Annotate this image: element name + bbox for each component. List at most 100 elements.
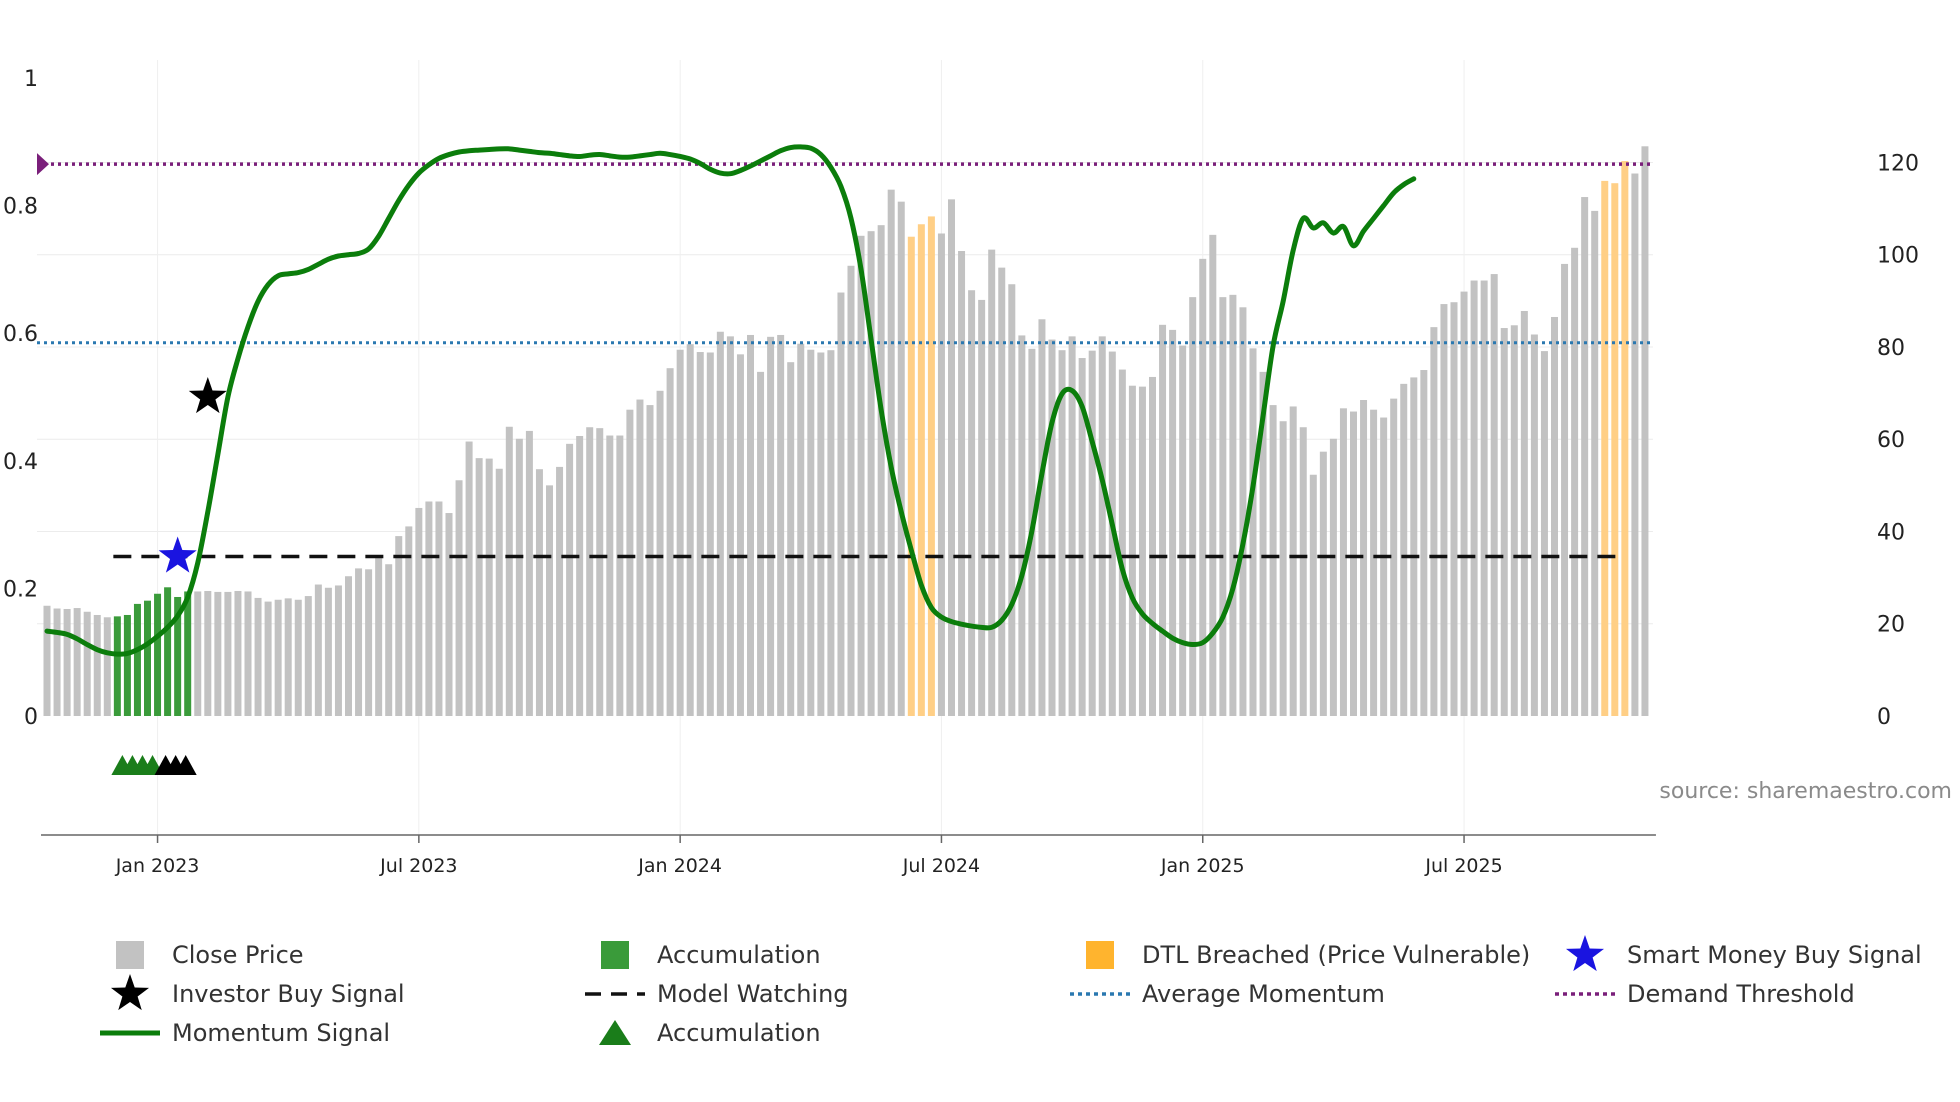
close-price-bar [395,536,403,716]
close-price-bar [747,334,754,716]
close-price-bar [736,354,744,716]
close-price-bar [1319,451,1327,716]
y-right-tick-label: 120 [1877,151,1919,176]
close-price-bar [465,441,473,716]
dtl-breached-bar [1601,180,1609,717]
accumulation-bar [123,614,131,716]
price-bars [43,146,1649,717]
close-price-bar [1179,345,1187,716]
legend-label: Momentum Signal [172,1019,390,1047]
y-right-tick-label: 100 [1877,244,1919,269]
close-price-bar [1008,284,1016,716]
demand-threshold-marker [37,153,49,176]
legend-label: Investor Buy Signal [172,980,405,1008]
close-price-bar [525,430,533,716]
close-price-bar [1279,421,1287,716]
close-price-bar [1500,328,1508,716]
y-right-tick-label: 60 [1877,428,1905,453]
close-price-bar [1038,319,1046,716]
close-price-bar [445,513,453,716]
close-price-bar [1339,408,1347,716]
close-price-bar [1380,417,1388,716]
dtl-breached-bar [1621,161,1629,717]
close-price-bar [626,409,634,716]
signal-markers [111,377,227,775]
close-price-bar [1450,302,1458,716]
close-price-bar [73,608,81,716]
close-price-bar [1199,258,1207,716]
close-price-bar [194,591,202,716]
close-price-bar [274,599,282,716]
close-price-bar [1159,324,1167,716]
close-price-bar [968,290,976,716]
legend-label: Smart Money Buy Signal [1627,941,1922,969]
accumulation-bar [184,591,192,716]
close-price-bar [314,584,322,716]
y-left-tick-label: 0.6 [3,322,38,347]
close-price-bar [1360,400,1368,716]
legend-label: Demand Threshold [1627,980,1855,1008]
legend-investor-star [110,974,150,1011]
investor-buy-star [188,377,227,414]
close-price-bar [948,199,955,716]
close-price-bar [767,336,775,716]
close-price-bar [455,480,463,716]
legend-label: Accumulation [657,941,821,969]
close-price-bar [686,344,694,716]
close-price-bar [234,590,242,716]
y-left-tick-label: 0.8 [3,195,38,220]
close-price-bar [304,596,312,716]
legend-label: Close Price [172,941,304,969]
y-left-tick-label: 0.4 [3,450,38,475]
close-price-bar [1641,146,1649,716]
y-left-tick-label: 0.2 [3,577,38,602]
close-price-bar [475,458,483,716]
accumulation-bar [154,593,162,716]
momentum-signal-line [44,144,1417,657]
close-price-bar [495,468,503,716]
close-price-bar [1510,325,1518,716]
close-price-bar [827,350,835,716]
close-price-bar [334,585,342,716]
close-price-bar [988,249,996,716]
close-price-bar [1591,210,1599,716]
x-tick-label: Jul 2025 [1424,855,1502,877]
close-price-bar [1490,274,1498,716]
close-price-bar [837,292,845,716]
close-price-bar [576,435,584,716]
close-price-bar [1480,280,1488,716]
close-price-bar [1530,334,1538,716]
accumulation-bar [113,616,121,716]
close-price-bar [1440,304,1448,716]
close-price-bar [787,362,795,716]
close-price-bar [1239,307,1247,716]
close-price-bar [1470,280,1478,716]
close-price-bar [93,614,101,716]
accumulation-bar [174,596,182,716]
close-price-bar [1068,336,1076,716]
close-price-bar [1149,376,1156,716]
accumulation-bar [133,603,141,716]
close-price-bar [546,485,553,716]
close-price-bar [807,349,815,716]
close-price-bar [716,331,724,716]
close-price-bar [355,568,363,716]
legend-close-price-swatch [116,941,144,969]
close-price-bar [1088,350,1096,716]
close-price-bar [847,265,855,716]
y-right-tick-label: 80 [1877,336,1905,361]
close-price-bar [204,590,212,716]
legend-label: Average Momentum [1142,980,1385,1008]
legend: Close Price Accumulation DTL Breached (Pri… [100,935,1922,1047]
close-price-bar [345,576,352,716]
close-price-bar [777,334,785,716]
close-price-bar [375,555,383,716]
y-left-tick-label: 1 [24,67,38,92]
legend-dtl-swatch [1086,941,1114,969]
close-price-bar [365,569,373,716]
close-price-bar [897,201,905,716]
close-price-bar [998,267,1006,716]
close-price-bar [425,501,433,716]
close-price-bar [1410,377,1418,716]
x-tick-label: Jan 2025 [1160,855,1245,877]
